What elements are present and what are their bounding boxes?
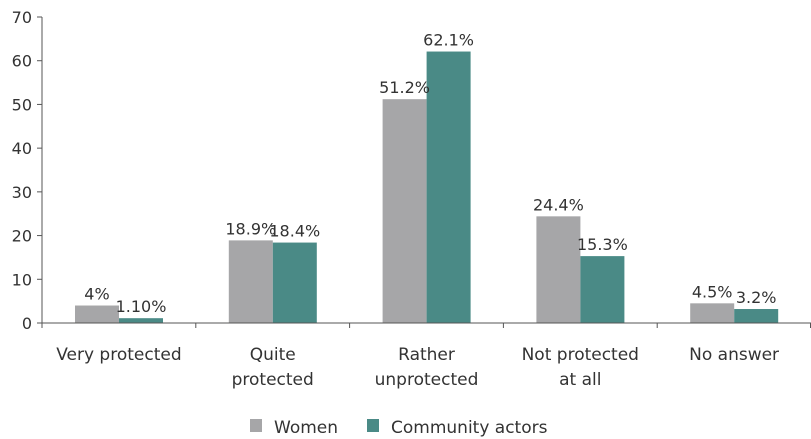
- data-label: 18.9%: [225, 219, 276, 238]
- x-category-label: Very protected: [56, 345, 181, 365]
- bar: [119, 318, 163, 323]
- y-tick-label: 50: [12, 95, 32, 114]
- legend-swatch: [250, 419, 262, 432]
- x-category-label-line: unprotected: [375, 370, 479, 390]
- legend-label: Community actors: [391, 418, 548, 438]
- x-category-label-line: Quite: [250, 345, 296, 365]
- y-tick-label: 30: [12, 183, 32, 202]
- data-label: 62.1%: [423, 31, 474, 50]
- bar: [382, 99, 427, 323]
- bar: [272, 242, 317, 323]
- bar: [734, 309, 779, 323]
- y-tick-label: 40: [12, 139, 32, 158]
- x-category-label: Not protected at all: [522, 345, 639, 390]
- data-label: 51.2%: [379, 78, 430, 97]
- legend-swatch: [367, 419, 379, 432]
- bar: [228, 240, 273, 323]
- data-label: 15.3%: [577, 235, 628, 254]
- bar: [536, 216, 581, 323]
- x-category-label-line: Very protected: [56, 345, 181, 365]
- x-category-label: Rather unprotected: [375, 345, 479, 390]
- data-label: 18.4%: [269, 222, 320, 241]
- bar: [426, 51, 471, 323]
- bars: [75, 51, 779, 323]
- x-category-label-line: at all: [559, 370, 601, 390]
- x-category-label-line: Not protected: [522, 345, 639, 365]
- x-axis: Very protected Quite protected Rather unprot…: [41, 322, 811, 390]
- data-labels: 4% 18.9% 51.2% 24.4% 4.5% 1.10% 18.4% 62.1% 15.3…: [84, 31, 776, 317]
- data-label: 3.2%: [736, 288, 777, 307]
- bar: [75, 305, 119, 323]
- data-label: 4%: [84, 285, 109, 304]
- data-label: 4.5%: [692, 282, 733, 301]
- bar: [580, 256, 625, 323]
- x-category-label-line: protected: [232, 370, 314, 390]
- legend: Women Community actors: [250, 418, 548, 438]
- bar: [690, 303, 735, 323]
- data-label: 1.10%: [116, 297, 167, 316]
- x-category-label-line: Rather: [398, 345, 455, 365]
- y-tick-label: 20: [12, 227, 32, 246]
- data-label: 24.4%: [533, 195, 584, 214]
- x-category-label: No answer: [689, 345, 779, 365]
- y-tick-label: 0: [22, 314, 32, 333]
- x-category-label: Quite protected: [232, 345, 314, 390]
- y-tick-label: 60: [12, 52, 32, 71]
- x-category-label-line: No answer: [689, 345, 779, 365]
- y-axis: 0 10 20 30 40 50 60 70: [12, 8, 43, 333]
- y-tick-label: 10: [12, 270, 32, 289]
- y-tick-label: 70: [12, 8, 32, 27]
- legend-label: Women: [274, 418, 338, 438]
